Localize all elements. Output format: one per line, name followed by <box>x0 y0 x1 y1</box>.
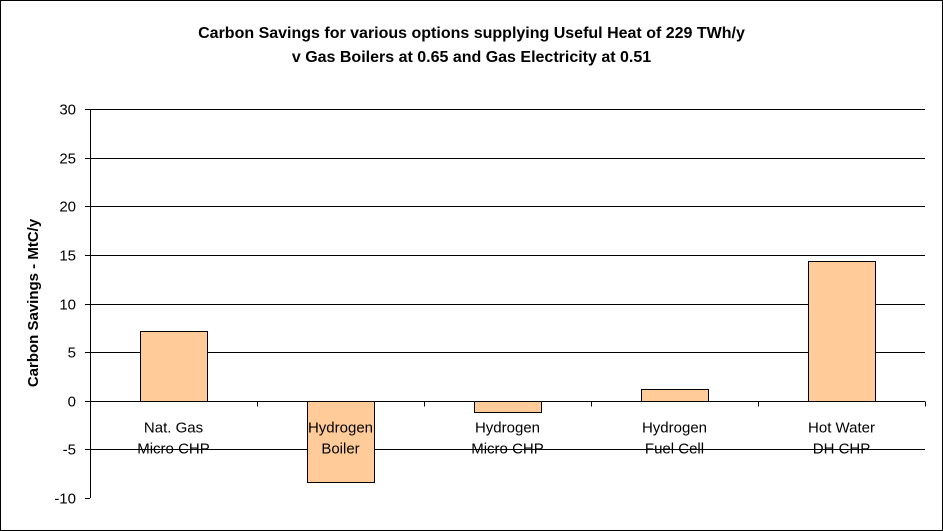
category-label: Hydrogen Fuel Cell <box>642 420 707 458</box>
category-label: Hot Water DH CHP <box>808 420 875 458</box>
y-tick-label: 10 <box>59 297 76 314</box>
y-tick-label: 30 <box>59 102 76 119</box>
bar <box>808 261 876 402</box>
y-tick-label: 0 <box>68 394 76 411</box>
y-axis-label: Carbon Savings - MtC/y <box>25 218 42 387</box>
category-labels: Nat. Gas Micro CHP Hydrogen Boiler Hydrogen M… <box>137 420 875 458</box>
bar <box>140 331 208 402</box>
y-tick-label: 25 <box>59 151 76 168</box>
bar <box>307 401 375 483</box>
bars <box>140 261 876 483</box>
chart-title: Carbon Savings for various options suppl… <box>0 22 943 70</box>
bar <box>474 401 542 413</box>
y-tick-label: -5 <box>63 442 76 459</box>
y-tick-labels: 30 25 20 15 10 5 0 -5 -10 <box>54 102 76 508</box>
y-tick-label: -10 <box>54 491 76 508</box>
axes <box>85 109 926 499</box>
category-label: Hydrogen Boiler <box>308 420 373 458</box>
gridlines <box>90 109 925 450</box>
bar <box>641 389 709 402</box>
chart-title-line-1: Carbon Savings for various options suppl… <box>198 25 745 42</box>
y-tick-label: 15 <box>59 248 76 265</box>
y-tick-label: 5 <box>68 345 76 362</box>
chart-title-line-2: v Gas Boilers at 0.65 and Gas Electricit… <box>291 49 652 66</box>
category-label: Hydrogen Micro CHP <box>471 420 544 458</box>
y-tick-label: 20 <box>59 199 76 216</box>
category-label: Nat. Gas Micro CHP <box>137 420 210 458</box>
